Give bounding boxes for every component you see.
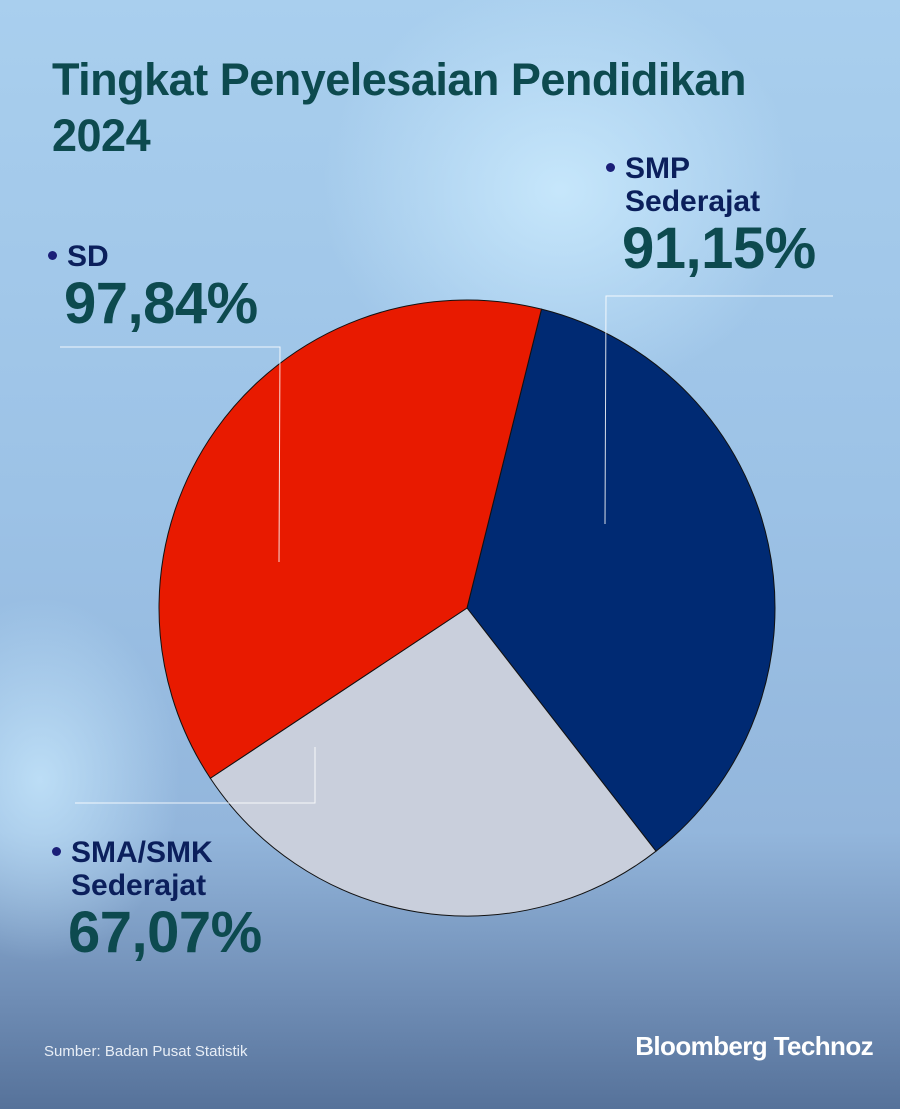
chart-subtitle: 2024 <box>52 110 151 161</box>
label-smp-value: 91,15% <box>622 216 816 281</box>
label-smp-category: SMP Sederajat <box>606 152 816 218</box>
label-smp-name-line2: Sederajat <box>625 185 761 218</box>
label-sma-category: SMA/SMK Sederajat <box>52 836 262 902</box>
bullet-dot-icon <box>48 250 57 260</box>
label-sma-value: 67,07% <box>68 900 262 965</box>
leader-line-sd <box>60 346 281 563</box>
label-smp: SMP Sederajat 91,15% <box>606 152 816 280</box>
slice-sd <box>158 299 543 779</box>
bullet-dot-icon <box>52 846 61 856</box>
leader-line-smp <box>604 295 833 525</box>
chart-title: Tingkat Penyelesaian Pendidikan 2024 <box>52 52 746 164</box>
slice-smp <box>466 308 776 852</box>
label-smp-name-line1: SMP <box>625 152 691 185</box>
brand-logo: Bloomberg Technoz <box>635 1031 873 1061</box>
label-sd-value: 97,84% <box>64 271 258 336</box>
leader-line-sma <box>75 747 316 804</box>
label-sma: SMA/SMK Sederajat 67,07% <box>52 836 262 964</box>
label-sd: SD 97,84% <box>48 240 258 335</box>
label-sma-name-line2: Sederajat <box>71 869 207 902</box>
bullet-dot-icon <box>606 162 615 172</box>
chart-title-text: Tingkat Penyelesaian Pendidikan <box>52 54 746 105</box>
slice-sma-smk <box>209 607 657 917</box>
label-sma-name-line1: SMA/SMK <box>71 836 213 869</box>
label-sd-name: SD <box>67 240 109 273</box>
label-sd-category: SD <box>48 240 258 273</box>
source-note: Sumber: Badan Pusat Statistik <box>44 1043 248 1060</box>
